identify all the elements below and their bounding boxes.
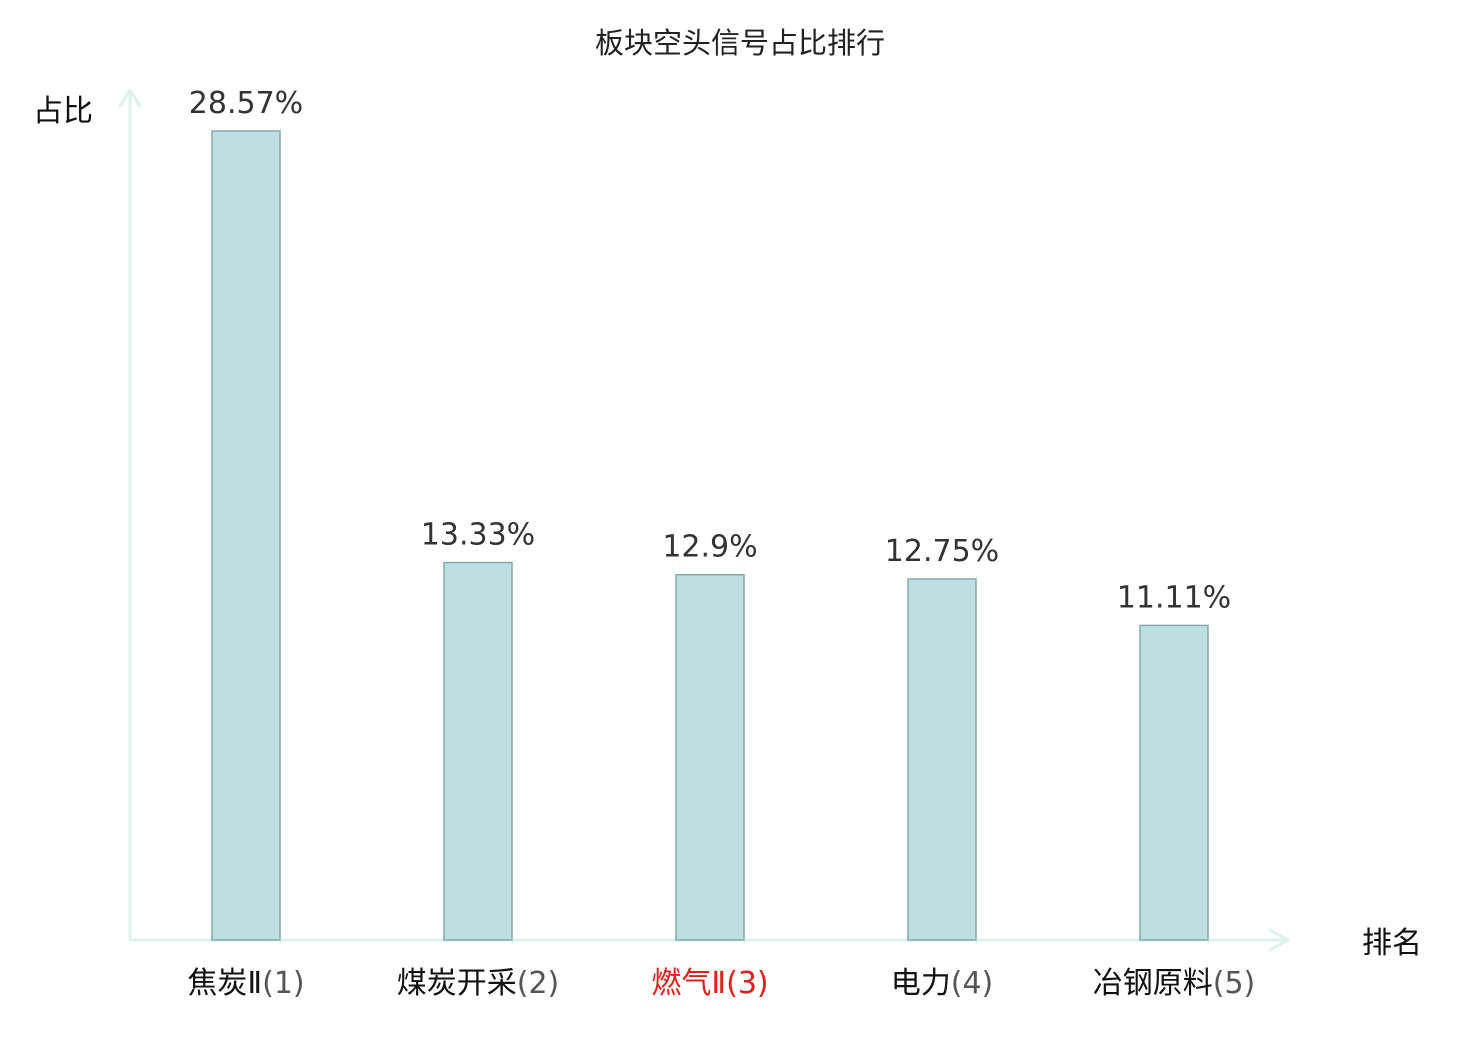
category-labels-group: 焦炭Ⅱ(1) 煤炭开采(2) 燃气Ⅱ(3) 电力(4) 冶钢原料(5)	[187, 966, 1255, 1001]
x-tick-rank-5: (5)	[1213, 966, 1256, 1001]
x-tick-rank-3: (3)	[726, 966, 769, 1001]
x-tick-label-5: 冶钢原料(5)	[1093, 966, 1256, 1001]
x-tick-name-1: 焦炭Ⅱ	[187, 966, 262, 1001]
x-tick-rank-2: (2)	[517, 966, 560, 1001]
bar-4	[907, 578, 977, 941]
x-tick-name-2: 煤炭开采	[397, 966, 517, 1001]
bar-1	[211, 130, 281, 941]
bars-group	[211, 130, 1209, 941]
value-label-3: 12.9%	[662, 530, 757, 565]
chart-title: 板块空头信号占比排行	[595, 26, 885, 60]
y-axis-label: 占比	[33, 94, 93, 129]
x-tick-name-5: 冶钢原料	[1093, 966, 1213, 1001]
x-tick-label-2: 煤炭开采(2)	[397, 966, 560, 1001]
x-tick-name-4: 电力	[891, 966, 951, 1001]
x-axis-arrow	[1268, 928, 1290, 952]
x-tick-label-4: 电力(4)	[891, 966, 994, 1001]
y-axis-arrow	[118, 88, 142, 108]
bar-2	[443, 561, 513, 941]
x-tick-label-3: 燃气Ⅱ(3)	[651, 966, 768, 1001]
bar-5	[1139, 624, 1209, 941]
x-tick-rank-1: (1)	[262, 966, 305, 1001]
x-tick-name-3: 燃气Ⅱ	[651, 966, 726, 1001]
x-tick-label-1: 焦炭Ⅱ(1)	[187, 966, 304, 1001]
value-label-5: 11.11%	[1117, 580, 1231, 615]
value-labels-group: 28.57% 13.33% 12.9% 12.75% 11.11%	[189, 86, 1231, 615]
bar-3	[675, 573, 745, 941]
value-label-2: 13.33%	[421, 518, 535, 553]
x-axis-label: 排名	[1362, 926, 1422, 961]
value-label-4: 12.75%	[885, 534, 999, 569]
x-tick-rank-4: (4)	[951, 966, 994, 1001]
value-label-1: 28.57%	[189, 86, 303, 121]
